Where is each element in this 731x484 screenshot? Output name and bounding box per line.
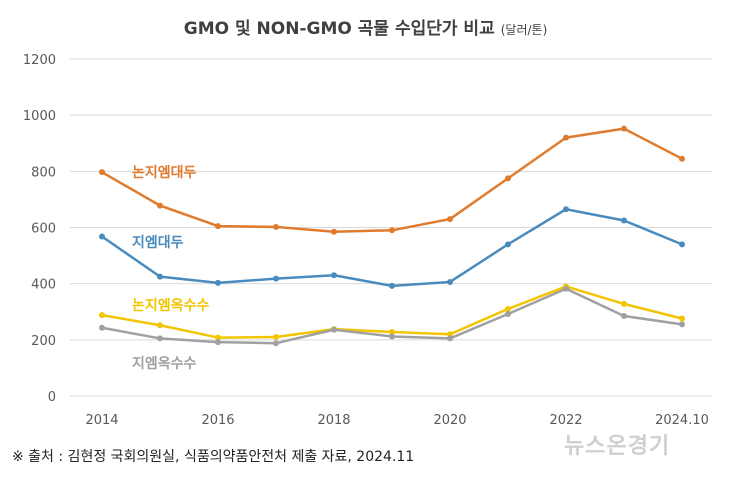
- watermark-logo: 뉴스온경기: [564, 434, 671, 459]
- data-point: [99, 312, 105, 319]
- data-point: [157, 273, 163, 280]
- y-tick-label: 400: [31, 278, 56, 293]
- data-point: [505, 241, 511, 248]
- y-tick-label: 0: [48, 390, 56, 405]
- data-point: [331, 272, 337, 279]
- data-point: [215, 334, 221, 341]
- data-point: [331, 326, 337, 333]
- series-label: 지엠옥수수: [132, 356, 197, 372]
- chart-title-block: GMO 및 NON-GMO 곡물 수입단가 비교 (달러/톤): [0, 14, 731, 39]
- data-point: [157, 335, 163, 342]
- x-tick-label: 2020: [433, 413, 466, 428]
- data-point: [505, 305, 511, 312]
- data-point: [389, 328, 395, 335]
- data-point: [563, 285, 569, 292]
- data-point: [563, 206, 569, 213]
- data-point: [99, 324, 105, 331]
- data-point: [99, 233, 105, 240]
- x-tick-label: 2022: [549, 413, 582, 428]
- data-point: [389, 282, 395, 289]
- data-point: [505, 175, 511, 182]
- data-point: [215, 279, 221, 286]
- data-point: [679, 321, 685, 328]
- data-point: [273, 223, 279, 230]
- data-point: [157, 322, 163, 329]
- y-tick-label: 1000: [23, 109, 56, 124]
- data-point: [679, 241, 685, 248]
- x-tick-label: 2018: [317, 413, 350, 428]
- data-point: [679, 315, 685, 322]
- data-point: [621, 217, 627, 224]
- x-tick-label: 2024.10: [655, 413, 709, 428]
- data-point: [273, 340, 279, 347]
- x-tick-label: 2014: [85, 413, 118, 428]
- series-lines: [99, 125, 685, 347]
- data-point: [679, 155, 685, 162]
- data-point: [621, 312, 627, 319]
- x-axis-ticks: 2014 2016 2018 2020 2022 2024.10: [85, 413, 708, 428]
- data-point: [447, 278, 453, 285]
- data-point: [273, 275, 279, 282]
- source-note: ※ 출처 : 김현정 국회의원실, 식품의약품안전처 제출 자료, 2024.1…: [12, 449, 415, 465]
- data-point: [331, 228, 337, 235]
- series-label: 지엠대두: [132, 235, 184, 251]
- x-tick-label: 2016: [201, 413, 234, 428]
- data-point: [447, 216, 453, 223]
- data-point: [99, 169, 105, 176]
- y-tick-label: 200: [31, 334, 56, 349]
- data-point: [389, 227, 395, 234]
- series-label: 논지엠대두: [132, 165, 197, 181]
- chart-title: GMO 및 NON-GMO 곡물 수입단가 비교: [183, 19, 495, 39]
- y-tick-label: 600: [31, 222, 56, 237]
- data-point: [447, 335, 453, 342]
- series-label: 논지엠옥수수: [132, 298, 209, 314]
- data-point: [157, 202, 163, 209]
- data-point: [447, 331, 453, 338]
- data-point: [621, 125, 627, 132]
- data-point: [273, 334, 279, 341]
- y-tick-label: 800: [31, 165, 56, 180]
- data-point: [505, 310, 511, 317]
- data-point: [389, 333, 395, 340]
- data-point: [215, 223, 221, 230]
- series-line: [101, 207, 683, 288]
- data-point: [215, 339, 221, 346]
- chart-unit: (달러/톤): [500, 23, 548, 37]
- data-point: [563, 134, 569, 141]
- data-point: [621, 300, 627, 307]
- y-axis-ticks: 0 200 400 600 800 1000 1200: [23, 53, 56, 405]
- y-tick-label: 1200: [23, 53, 56, 68]
